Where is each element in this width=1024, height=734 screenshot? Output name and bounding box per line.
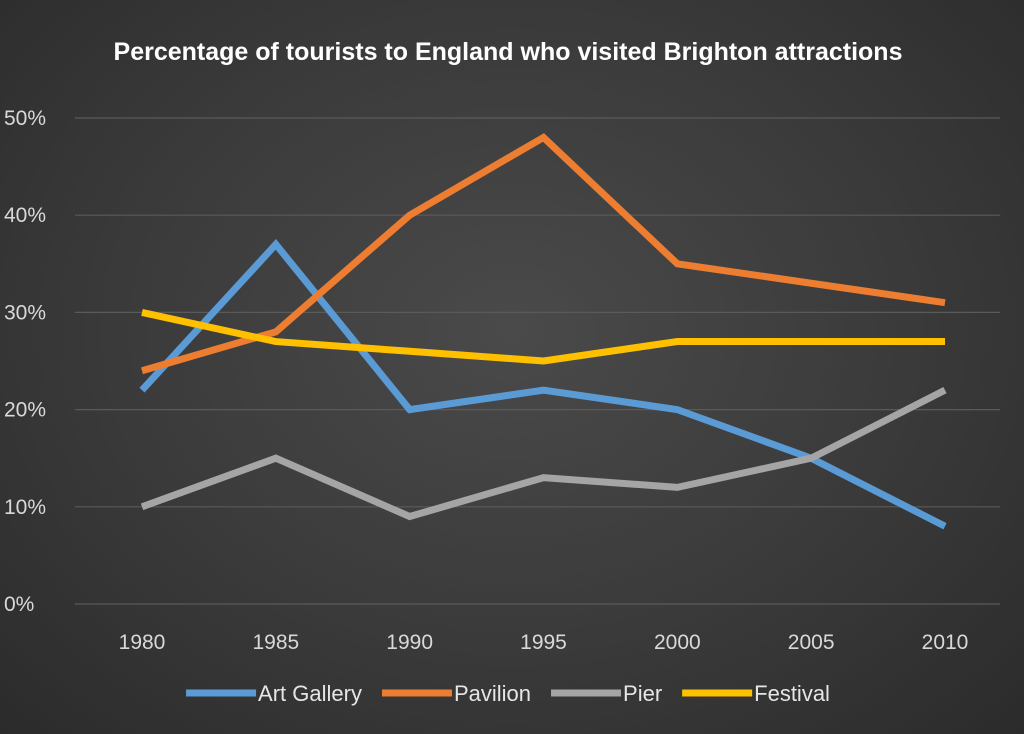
y-tick-label: 50% [4,107,46,130]
x-tick-label: 1980 [119,631,166,654]
series-line-pavilion [141,133,946,375]
x-axis-ticks: 1980 1985 1990 1995 2000 2005 2010 [119,631,969,654]
legend-label: Pier [623,681,662,706]
x-tick-label: 1995 [520,631,567,654]
x-tick-label: 2010 [922,631,969,654]
y-tick-label: 20% [4,399,46,422]
chart-title: Percentage of tourists to England who vi… [114,38,903,66]
legend-label: Art Gallery [258,681,362,706]
series-line-pier [140,387,947,521]
legend: Art Gallery Pavilion Pier Festival [186,681,830,706]
y-tick-label: 10% [4,496,46,519]
x-tick-label: 1985 [252,631,299,654]
y-tick-label: 0% [4,593,34,616]
y-axis-ticks: 0% 10% 20% 30% 40% 50% [4,107,46,616]
x-tick-label: 1990 [386,631,433,654]
legend-label: Pavilion [454,681,531,706]
y-tick-label: 40% [4,204,46,227]
y-tick-label: 30% [4,301,46,324]
gridlines [75,117,1000,605]
series-line-festival [141,308,945,365]
legend-label: Festival [754,681,830,706]
x-tick-label: 2005 [788,631,835,654]
x-tick-label: 2000 [654,631,701,654]
series-lines [139,133,947,530]
